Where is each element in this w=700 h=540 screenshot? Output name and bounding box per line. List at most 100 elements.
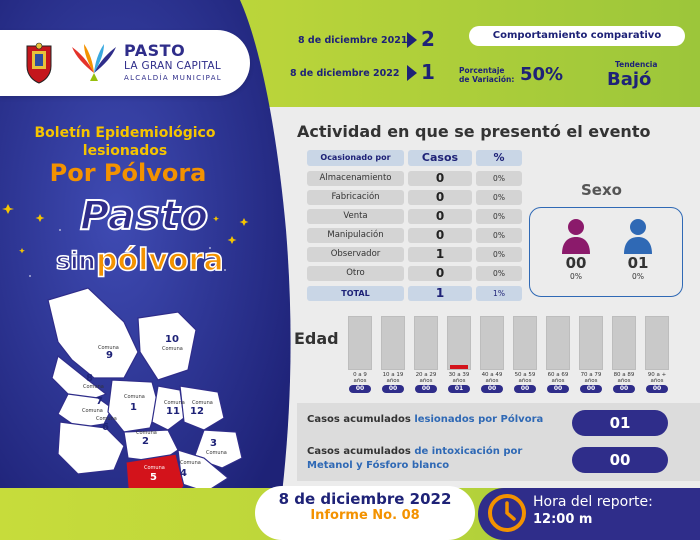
map-comuna-1 — [107, 379, 159, 433]
row-label: Observador — [307, 247, 404, 262]
row-pct: 0% — [476, 171, 522, 186]
age-bar — [348, 316, 372, 370]
map-comuna-12 — [179, 385, 225, 431]
comuna-3-label: Comuna — [206, 450, 227, 456]
burn-label-b: lesionados por Pólvora — [414, 414, 544, 425]
row-label: Almacenamiento — [307, 171, 404, 186]
age-label-unit: años — [551, 378, 565, 384]
activity-title: Actividad en que se presentó el evento — [297, 122, 651, 141]
comuna-4-label: Comuna — [180, 460, 201, 466]
header-cases: Casos — [408, 150, 472, 166]
intox-label-a: Casos acumulados — [307, 446, 415, 457]
female-icon — [562, 219, 590, 254]
row-pct: 0% — [476, 266, 522, 281]
comuna-10-num: 10 — [165, 334, 179, 345]
burn-value: 01 — [572, 410, 668, 436]
age-value: 00 — [514, 385, 536, 393]
footer-date-card — [255, 486, 475, 540]
map-labels: 10 Comuna 9 Comuna 8 Comuna 7 Comuna 1 C… — [28, 282, 254, 518]
total-pct: 1% — [476, 286, 522, 301]
age-bar — [612, 316, 636, 370]
age-bar — [513, 316, 537, 370]
age-value: 00 — [646, 385, 668, 393]
age-label-unit: años — [452, 378, 466, 384]
total-label: TOTAL — [307, 286, 404, 301]
age-value: 00 — [349, 385, 371, 393]
age-value: 00 — [547, 385, 569, 393]
date-2021: 8 de diciembre 2021 — [298, 35, 408, 46]
campaign-polvora: pólvora — [95, 242, 224, 279]
comuna-6-num: 6 — [102, 422, 109, 433]
age-value: 00 — [613, 385, 635, 393]
age-value: 00 — [481, 385, 503, 393]
comuna-3-num: 3 — [210, 438, 217, 449]
row-cases: 0 — [408, 209, 472, 224]
count-2021: 2 — [421, 27, 435, 51]
intox-label-c: Metanol y Fósforo blanco — [307, 460, 450, 471]
bulletin-line-3: Por Pólvora — [49, 159, 207, 187]
age-label: 90 a + — [647, 372, 667, 378]
comuna-8-label: Comuna — [83, 384, 104, 390]
campaign-sin: sin — [55, 246, 96, 276]
map-comuna-9 — [47, 287, 139, 379]
age-label-unit: años — [386, 378, 400, 384]
age-bar-fill — [450, 365, 468, 369]
age-bar — [414, 316, 438, 370]
count-2022: 1 — [421, 60, 435, 84]
arrow-right-icon — [407, 32, 417, 48]
campaign-pasto: Pasto — [79, 192, 210, 240]
age-label-unit: años — [518, 378, 532, 384]
bulletin-line-1: Boletín Epidemiológico — [34, 125, 216, 141]
comparison-title: Comportamiento comparativo — [469, 26, 685, 46]
comuna-4-num: 4 — [180, 468, 187, 479]
age-value: 00 — [415, 385, 437, 393]
report-time-label: Hora del reporte: — [533, 494, 653, 510]
activity-table: Ocasionado por Casos % Almacenamiento 0 … — [307, 150, 522, 301]
clock-icon — [488, 494, 526, 532]
comuna-6-label: Comuna — [96, 416, 117, 422]
comuna-2-label: Comuna — [136, 430, 157, 436]
age-bar — [447, 316, 471, 370]
age-value: 00 — [382, 385, 404, 393]
age-value: 00 — [580, 385, 602, 393]
age-label-unit: años — [419, 378, 433, 384]
row-cases: 0 — [408, 171, 472, 186]
brand-slogan: LA GRAN CAPITAL — [124, 60, 222, 72]
age-bar — [381, 316, 405, 370]
comuna-1-num: 1 — [130, 402, 137, 413]
row-label: Otro — [307, 266, 404, 281]
bulletin-line-2: lesionados — [82, 143, 168, 159]
row-label: Venta — [307, 209, 404, 224]
row-cases: 0 — [408, 228, 472, 243]
map-comuna-11 — [151, 385, 185, 431]
comuna-5-num: 5 — [150, 472, 157, 483]
age-label: 40 a 49 — [481, 372, 503, 378]
variation-label: Porcentaje de Variación: — [459, 66, 515, 84]
age-bar — [480, 316, 504, 370]
report-time-value: 12:00 m — [533, 512, 593, 527]
header-cause: Ocasionado por — [307, 150, 404, 166]
map-comuna-3 — [193, 429, 243, 469]
comuna-7-num: 7 — [96, 396, 103, 407]
age-label: 0 a 9 — [353, 372, 367, 378]
brand-office: ALCALDÍA MUNICIPAL — [124, 74, 223, 82]
age-chart: 0 a 9 años 00 10 a 19 años 00 20 a 29 años 00 30 … — [348, 316, 678, 394]
age-label-unit: años — [353, 378, 367, 384]
comuna-5-label: Comuna — [144, 465, 165, 471]
map-comuna-6 — [57, 421, 125, 475]
age-label-unit: años — [617, 378, 631, 384]
age-label: 80 a 89 — [613, 372, 635, 378]
male-icon — [624, 219, 652, 254]
arrow-right-icon — [407, 65, 417, 81]
total-cases: 1 — [408, 286, 472, 301]
burn-label-a: Casos acumulados — [307, 414, 415, 425]
row-cases: 0 — [408, 190, 472, 205]
age-label: 10 a 19 — [382, 372, 404, 378]
age-value: 01 — [448, 385, 470, 393]
age-label: 50 a 59 — [514, 372, 536, 378]
age-label: 60 a 69 — [547, 372, 569, 378]
comuna-11-num: 11 — [166, 406, 180, 417]
comuna-1-label: Comuna — [124, 394, 145, 400]
pasto-logo-icon — [72, 44, 116, 81]
intox-label: Casos acumulados de intoxicación por — [307, 446, 522, 457]
